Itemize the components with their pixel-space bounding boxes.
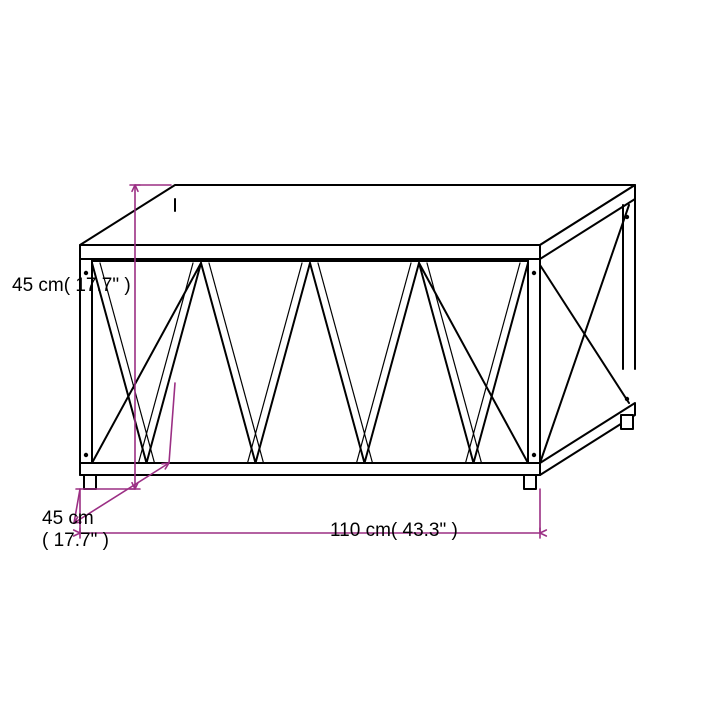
dim-width-label: 110 cm( 43.3" )	[330, 520, 458, 542]
dim-depth-label-line1: 45 cm	[42, 508, 94, 530]
furniture-drawing	[0, 0, 724, 724]
dim-depth-label-line2: ( 17.7" )	[42, 530, 109, 552]
dim-height-label: 45 cm( 17.7" )	[12, 275, 131, 297]
diagram-container: 45 cm( 17.7" ) 45 cm ( 17.7" ) 110 cm( 4…	[0, 0, 724, 724]
